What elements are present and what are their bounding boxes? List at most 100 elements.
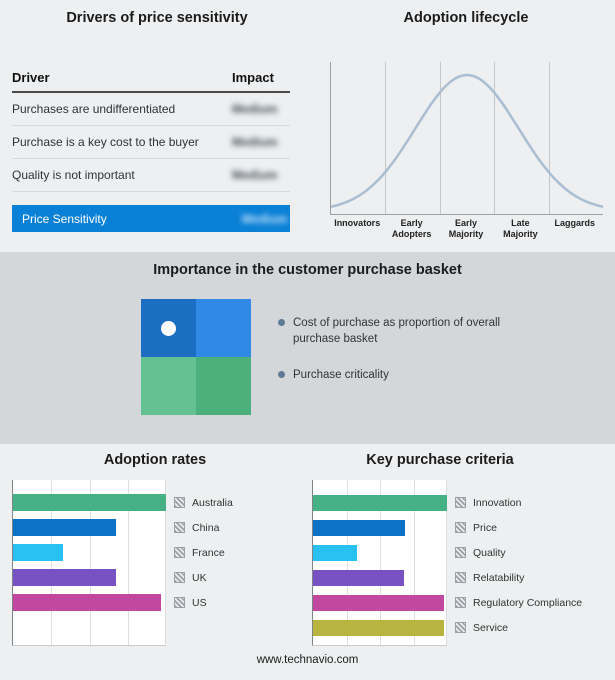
legend-label: France	[192, 546, 225, 559]
bullet-item: Cost of purchase as proportion of overal…	[278, 316, 513, 347]
legend-label: Quality	[473, 546, 506, 559]
gridline	[89, 480, 91, 645]
quadrant-bottom-left	[141, 357, 196, 415]
legend-label: China	[192, 521, 220, 534]
stage-divider	[548, 62, 550, 214]
drivers-highlight-row: Price Sensitivity Medium	[12, 205, 290, 232]
highlight-impact-cell-redacted: Medium	[242, 211, 288, 226]
legend-label: US	[192, 596, 207, 609]
hatched-swatch-icon	[174, 497, 185, 508]
impact-cell-redacted: Medium	[232, 168, 278, 182]
gridline	[446, 480, 447, 645]
hatched-swatch-icon	[174, 522, 185, 533]
lifecycle-stage-labels: Innovators Early Adopters Early Majority…	[330, 218, 602, 240]
lifecycle-title: Adoption lifecycle	[403, 10, 529, 26]
impact-cell-redacted: Medium	[232, 102, 278, 116]
bar-regulatory-compliance	[313, 594, 445, 611]
hatched-swatch-icon	[174, 572, 185, 583]
gridline	[380, 480, 381, 645]
highlight-driver-cell: Price Sensitivity	[22, 211, 107, 226]
legend-item: Service	[455, 615, 613, 640]
bar-quality	[313, 544, 358, 561]
adoption-rates-legend: Australia China France UK US	[174, 480, 233, 615]
driver-cell: Purchases are undifferentiated	[12, 102, 176, 116]
bar-france	[13, 544, 64, 561]
legend-label: Innovation	[473, 496, 522, 509]
legend-label: Price	[473, 521, 497, 534]
stage-divider	[494, 62, 496, 214]
hatched-swatch-icon	[455, 522, 466, 533]
purchase-criteria-plot	[312, 480, 447, 646]
quadrant-top-left	[141, 299, 196, 357]
legend-label: Service	[473, 621, 509, 634]
footer-url: www.technavio.com	[256, 654, 359, 666]
lifecycle-plot	[330, 62, 603, 215]
column-header-driver: Driver	[12, 70, 50, 85]
basket-bullets: Cost of purchase as proportion of overal…	[278, 316, 513, 405]
hatched-swatch-icon	[455, 572, 466, 583]
gridline	[127, 480, 129, 645]
bar-uk	[13, 569, 116, 586]
lifecycle-curve	[331, 73, 603, 208]
stage-label: Late Majority	[503, 218, 538, 239]
bar-price	[313, 519, 406, 536]
column-header-impact: Impact	[232, 70, 274, 85]
hatched-swatch-icon	[455, 597, 466, 608]
adoption-rates-plot	[12, 480, 166, 646]
adoption-rates-title: Adoption rates	[103, 452, 207, 468]
stage-label: Innovators	[334, 218, 381, 228]
legend-item: Regulatory Compliance	[455, 590, 613, 615]
legend-item: US	[174, 590, 233, 615]
legend-item: Australia	[174, 490, 233, 515]
legend-label: Australia	[192, 496, 233, 509]
gridline	[165, 480, 166, 645]
position-dot	[161, 320, 176, 336]
quadrant-top-right	[196, 299, 251, 357]
hatched-swatch-icon	[455, 547, 466, 558]
hatched-swatch-icon	[455, 622, 466, 633]
gridline	[51, 480, 53, 645]
legend-label: Regulatory Compliance	[473, 596, 583, 609]
bullet-item: Purchase criticality	[278, 368, 513, 384]
gridline	[346, 480, 348, 645]
purchase-basket-section	[0, 252, 615, 444]
bar-us	[13, 594, 162, 611]
drivers-title: Drivers of price sensitivity	[66, 10, 248, 26]
bullet-text: Purchase criticality	[293, 369, 389, 382]
quadrant-bottom-right	[196, 357, 251, 415]
bullet-text: Cost of purchase as proportion of overal…	[293, 317, 501, 345]
hatched-swatch-icon	[455, 497, 466, 508]
legend-item: Quality	[455, 540, 613, 565]
driver-cell: Purchase is a key cost to the buyer	[12, 135, 199, 149]
hatched-swatch-icon	[174, 597, 185, 608]
bullet-icon	[278, 371, 285, 379]
legend-label: Relatability	[473, 571, 525, 584]
driver-cell: Quality is not important	[12, 168, 135, 182]
legend-item: UK	[174, 565, 233, 590]
bullet-icon	[278, 319, 285, 326]
legend-item: Price	[455, 515, 613, 540]
bar-service	[313, 619, 445, 636]
purchase-criteria-legend: Innovation Price Quality Relatability Re…	[455, 480, 613, 640]
stage-divider	[439, 62, 441, 214]
stage-label: Laggards	[554, 218, 596, 228]
bar-australia	[13, 494, 166, 511]
stage-label: Early Majority	[448, 218, 484, 239]
table-row: Purchases are undifferentiated Medium	[12, 93, 290, 126]
legend-item: Relatability	[455, 565, 613, 590]
drivers-table: Driver Impact Purchases are undifferenti…	[12, 64, 290, 232]
bar-innovation	[313, 494, 447, 511]
impact-cell-redacted: Medium	[232, 135, 278, 149]
legend-label: UK	[192, 571, 207, 584]
legend-item: France	[174, 540, 233, 565]
bar-china	[13, 519, 116, 536]
table-row: Quality is not important Medium	[12, 159, 290, 192]
purchase-criteria-title: Key purchase criteria	[366, 452, 514, 468]
legend-item: Innovation	[455, 490, 613, 515]
stage-label: Early Adopters	[391, 218, 432, 239]
gridline	[413, 480, 415, 645]
bar-relatability	[313, 569, 405, 586]
stage-divider	[385, 62, 387, 214]
hatched-swatch-icon	[174, 547, 185, 558]
basket-title: Importance in the customer purchase bask…	[153, 262, 462, 278]
